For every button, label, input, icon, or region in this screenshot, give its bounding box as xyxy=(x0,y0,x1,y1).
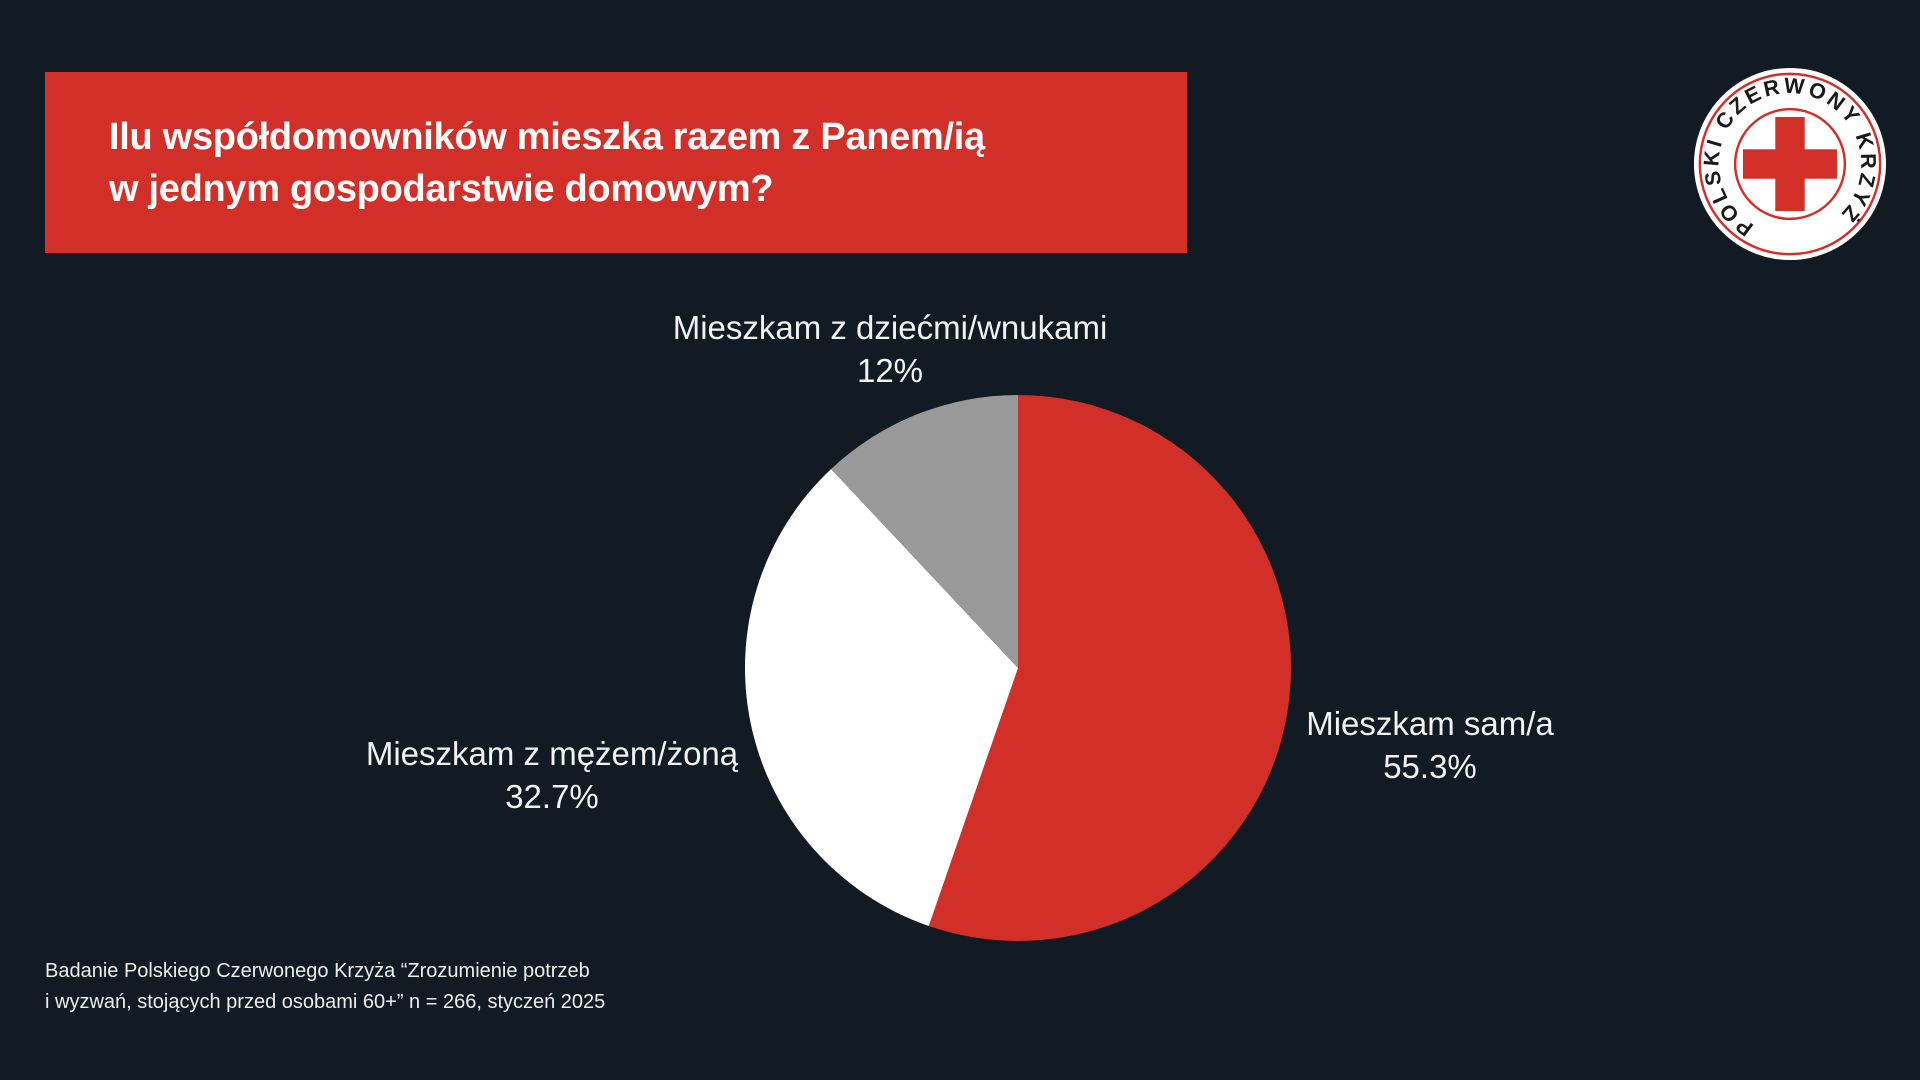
question-title-line1: Ilu współdomowników mieszka razem z Pane… xyxy=(109,115,985,158)
pie-label-maz-zona-percent: 32.7% xyxy=(505,778,599,815)
question-title-line2: w jednym gospodarstwie domowym? xyxy=(109,167,774,210)
source-note-line1: Badanie Polskiego Czerwonego Krzyża “Zro… xyxy=(45,960,590,982)
pie-label-maz-zona-text: Mieszkam z mężem/żoną xyxy=(365,735,739,772)
pie-label-sam-text: Mieszkam sam/a xyxy=(1306,705,1554,742)
pie-label-sam: Mieszkam sam/a 55.3% xyxy=(1230,702,1630,788)
pie-label-dzieci-wnuki-percent: 12% xyxy=(856,352,924,389)
pie-chart xyxy=(745,395,1291,941)
logo-outer-ring xyxy=(1698,72,1882,256)
pie-chart-svg xyxy=(745,395,1291,941)
pie-slice-1 xyxy=(745,468,1018,926)
pie-label-dzieci-wnuki: Mieszkam z dziećmi/wnukami 12% xyxy=(640,306,1140,392)
pie-slice-0 xyxy=(928,395,1291,941)
source-note-line2: i wyzwań, stojących przed osobami 60+” n… xyxy=(45,991,606,1013)
source-note: Badanie Polskiego Czerwonego Krzyża “Zro… xyxy=(45,956,605,1018)
pck-logo-svg: POLSKI CZERWONY KRZYŻ xyxy=(1693,67,1887,261)
logo-inner-ring xyxy=(1733,107,1847,221)
pie-label-dzieci-wnuki-text: Mieszkam z dziećmi/wnukami xyxy=(672,309,1108,346)
red-cross-icon-vertical xyxy=(1775,116,1805,212)
pck-logo: POLSKI CZERWONY KRZYŻ xyxy=(1692,66,1888,262)
pie-label-maz-zona: Mieszkam z mężem/żoną 32.7% xyxy=(302,732,802,818)
question-banner: Ilu współdomowników mieszka razem z Pane… xyxy=(45,72,1187,253)
question-title: Ilu współdomowników mieszka razem z Pane… xyxy=(109,111,985,215)
pie-slice-2 xyxy=(831,395,1018,668)
pie-label-sam-percent: 55.3% xyxy=(1383,748,1477,785)
